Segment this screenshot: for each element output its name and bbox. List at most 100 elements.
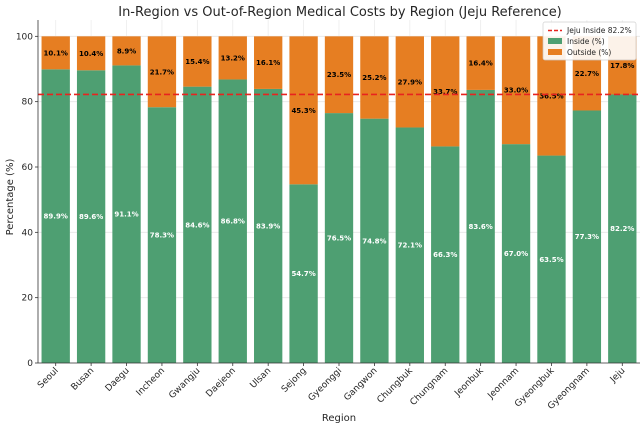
bar-inside — [466, 89, 495, 363]
y-tick-label: 20 — [22, 294, 34, 304]
data-label-outside: 33.7% — [433, 88, 457, 96]
bar-outside — [501, 36, 531, 145]
data-label-inside: 66.3% — [433, 251, 457, 259]
bar-inside — [324, 113, 354, 363]
y-tick-label: 40 — [22, 228, 34, 238]
bar-outside — [431, 36, 460, 147]
x-axis-label: Region — [322, 413, 356, 424]
bar-inside — [395, 127, 424, 364]
y-tick-label: 0 — [27, 359, 33, 369]
bar-inside — [112, 65, 141, 363]
x-tick-label: Jeju — [608, 366, 627, 385]
bar-outside — [183, 36, 212, 87]
data-label-outside: 27.9% — [398, 78, 422, 86]
data-label-inside: 63.5% — [539, 256, 563, 264]
data-label-inside: 74.8% — [362, 237, 386, 245]
data-label-inside: 83.6% — [468, 223, 492, 231]
data-label-inside: 89.9% — [44, 213, 68, 221]
bar-outside — [360, 36, 389, 119]
data-label-inside: 76.5% — [327, 235, 351, 243]
bar-inside — [360, 118, 389, 363]
y-tick-label: 60 — [22, 163, 34, 173]
x-tick-label: Jeonbuk — [453, 365, 487, 399]
bar-inside — [289, 184, 318, 363]
legend-label-reference: Jeju Inside 82.2% — [566, 26, 632, 35]
bar-outside — [41, 36, 70, 70]
x-tick-label: Gwangju — [167, 366, 202, 401]
data-label-outside: 36.5% — [539, 92, 563, 100]
x-tick-label: Ulsan — [249, 366, 274, 391]
data-label-outside: 15.4% — [185, 58, 209, 66]
x-tick-label: Gyeonggi — [307, 366, 344, 403]
data-label-outside: 33.0% — [504, 87, 528, 95]
x-tick-label: Incheon — [135, 366, 167, 398]
y-axis-label: Percentage (%) — [5, 159, 16, 236]
data-label-outside: 21.7% — [150, 68, 174, 76]
bars — [41, 36, 637, 364]
bar-inside — [572, 110, 602, 363]
y-tick-label: 100 — [16, 32, 33, 42]
bar-inside — [183, 86, 212, 363]
x-tick-label: Busan — [70, 366, 97, 393]
bar-inside — [537, 155, 566, 363]
data-label-outside: 45.3% — [291, 107, 315, 115]
data-label-inside: 89.6% — [79, 213, 103, 221]
y-tick-label: 80 — [22, 98, 34, 108]
data-label-inside: 77.3% — [575, 233, 599, 241]
bar-outside — [218, 36, 247, 80]
data-label-inside: 54.7% — [291, 270, 315, 278]
data-label-outside: 10.1% — [44, 49, 68, 57]
x-tick-label: Daejeon — [204, 366, 237, 399]
data-label-outside: 22.7% — [575, 70, 599, 78]
data-label-outside: 16.4% — [468, 60, 492, 68]
data-label-inside: 86.8% — [221, 218, 245, 226]
data-label-inside: 67.0% — [504, 250, 528, 258]
x-tick-label: Jeonnam — [486, 366, 522, 402]
bar-outside — [395, 36, 424, 128]
bar-inside — [218, 79, 247, 363]
x-tick-label: Gangwon — [342, 366, 379, 403]
data-label-outside: 17.8% — [610, 62, 634, 70]
data-label-outside: 13.2% — [221, 54, 245, 62]
x-tick-label: Sejong — [280, 366, 309, 395]
data-label-inside: 72.1% — [398, 242, 422, 250]
bar-inside — [147, 107, 177, 363]
data-label-inside: 84.6% — [185, 221, 209, 229]
bar-outside — [112, 36, 141, 66]
data-label-inside: 83.9% — [256, 222, 280, 230]
bar-outside — [289, 36, 318, 185]
legend-label-outside: Outside (%) — [567, 48, 611, 57]
x-tick-label: Daegu — [104, 366, 132, 394]
data-label-outside: 8.9% — [117, 47, 136, 55]
x-tick-label: Seoul — [36, 366, 61, 391]
x-tick-label: Chungnam — [409, 366, 451, 408]
data-label-outside: 16.1% — [256, 59, 280, 67]
bar-inside — [501, 144, 531, 363]
data-label-outside: 10.4% — [79, 50, 103, 58]
bar-outside — [76, 36, 106, 71]
legend-swatch-outside — [548, 49, 562, 55]
bar-inside — [608, 94, 637, 363]
data-label-inside: 82.2% — [610, 225, 634, 233]
bar-outside — [254, 36, 283, 89]
legend: Jeju Inside 82.2% Inside (%) Outside (%) — [542, 21, 637, 61]
legend-box — [542, 21, 637, 61]
bar-outside — [466, 36, 495, 90]
bar-inside — [76, 70, 106, 363]
x-ticks: Seoul Busan Daegu Incheon Gwangju Daejeon Ulsa… — [36, 363, 627, 412]
chart-title: In-Region vs Out-of-Region Medical Costs… — [118, 5, 562, 20]
legend-swatch-inside — [548, 38, 562, 44]
y-ticks: 0 20 40 60 80 100 — [16, 32, 38, 369]
data-label-inside: 91.1% — [114, 211, 138, 219]
data-label-outside: 23.5% — [327, 71, 351, 79]
bar-outside — [324, 36, 354, 114]
bar-outside — [147, 36, 177, 108]
bar-inside — [254, 88, 283, 363]
data-label-outside: 25.2% — [362, 74, 386, 82]
bar-inside — [41, 69, 70, 364]
data-labels: 89.9% 10.1% 89.6% 10.4% 91.1% 8.9% 78.3% 21.7% 8… — [44, 47, 635, 278]
legend-label-inside: Inside (%) — [567, 37, 605, 46]
bar-inside — [431, 146, 460, 363]
data-label-inside: 78.3% — [150, 232, 174, 240]
